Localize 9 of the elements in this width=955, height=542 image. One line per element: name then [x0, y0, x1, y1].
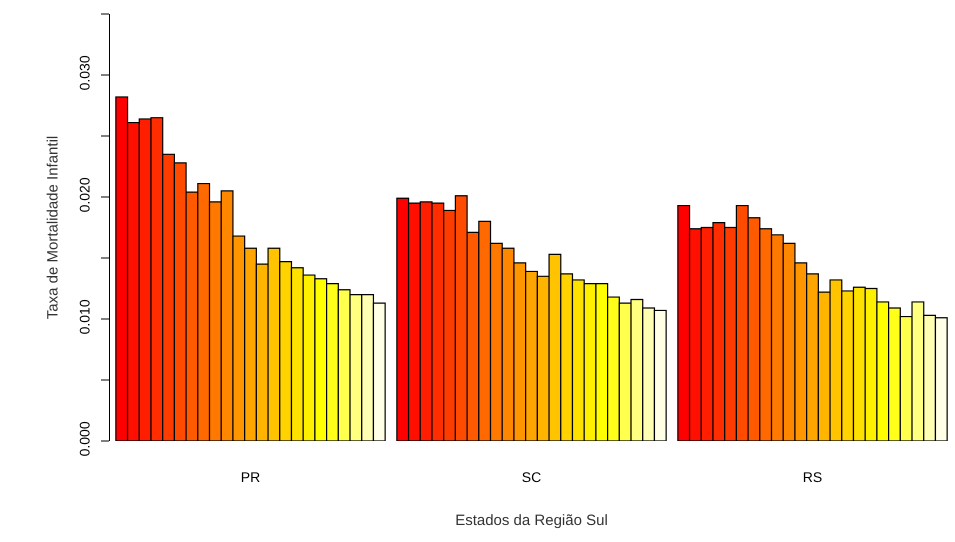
- y-axis-title: Taxa de Mortalidade Infantil: [44, 136, 62, 320]
- y-tick-label: 0.020: [76, 177, 92, 212]
- x-tick-label: PR: [240, 469, 260, 485]
- x-tick-label: RS: [802, 469, 822, 485]
- y-tick-label: 0.000: [76, 421, 92, 456]
- x-tick-label: SC: [522, 469, 542, 485]
- y-tick-label: 0.010: [76, 299, 92, 334]
- y-tick-label: 0.030: [76, 55, 92, 90]
- x-axis-title: Estados da Região Sul: [455, 512, 608, 529]
